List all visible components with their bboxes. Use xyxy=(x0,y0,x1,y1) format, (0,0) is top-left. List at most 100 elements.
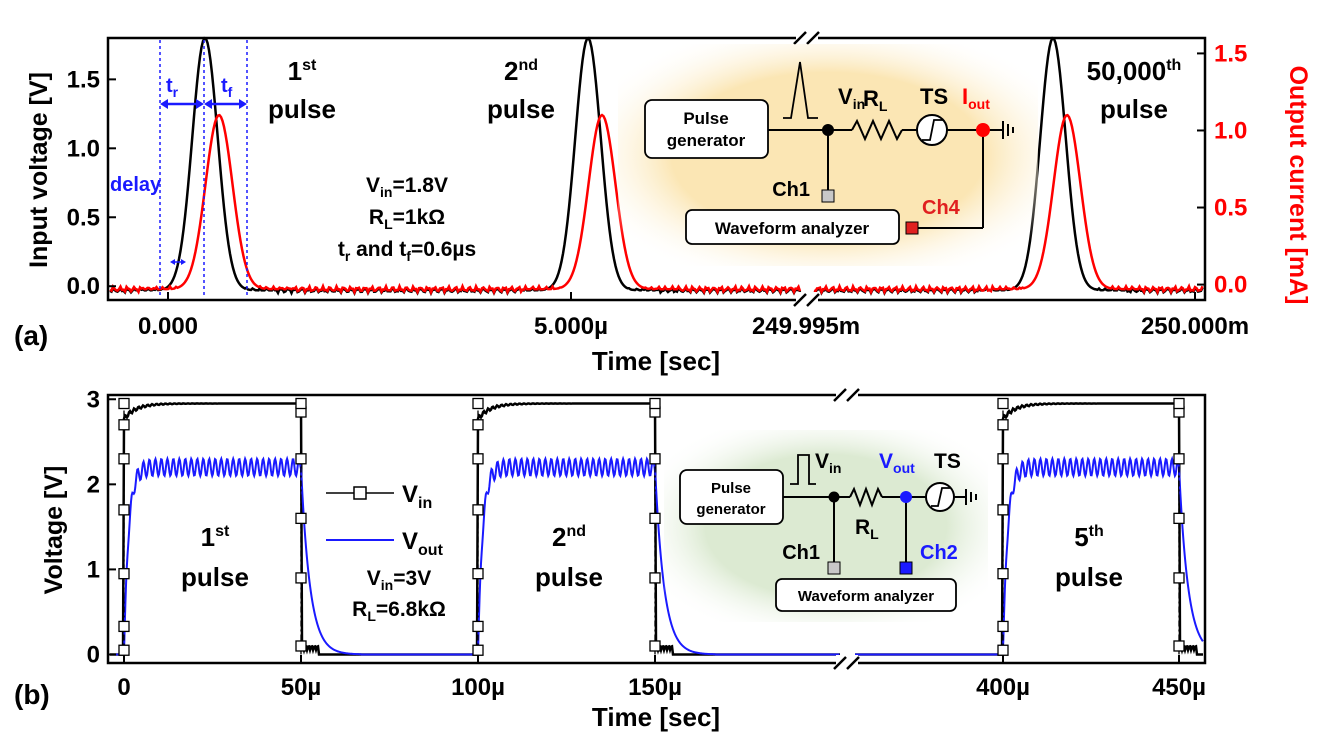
pulse-symbol xyxy=(783,61,818,119)
output-current-trace xyxy=(109,113,802,296)
panel-b-label: (b) xyxy=(14,679,50,710)
vin-marker xyxy=(1173,453,1185,465)
fall-time-label: tf xyxy=(221,75,233,100)
pulse-generator-b-label-1: Pulse xyxy=(711,480,751,497)
panel-b-axis-break-bottom xyxy=(833,655,860,671)
pulse-label-b-1: 1st pulse xyxy=(181,522,249,592)
rl-label: RL xyxy=(863,86,888,114)
vin-marker xyxy=(118,453,130,465)
pulse-generator-label-2: generator xyxy=(667,131,746,150)
pulse-label-b-2: 2nd pulse xyxy=(535,522,603,592)
ch4-probe xyxy=(905,221,919,235)
vout-node xyxy=(900,491,912,503)
rise-fall-arrows xyxy=(160,99,247,265)
panel-a-axis-break-top xyxy=(793,30,820,46)
panel-b-legend: Vin Vout xyxy=(326,481,444,559)
rise-time-label: tr xyxy=(166,75,179,100)
legend-vin-marker xyxy=(353,486,367,500)
ch4-label: Ch4 xyxy=(922,197,961,219)
panel-a-params: Vin=1.8V RL=1kΩ tr and tf=0.6µs xyxy=(338,174,476,264)
vin-marker xyxy=(1173,572,1185,584)
vin-label-b: Vin xyxy=(815,450,841,476)
pulse-label-a-1: 1st pulse xyxy=(268,56,336,124)
x-tick-label: 0 xyxy=(117,674,130,701)
panel-b-axis-break-top xyxy=(833,387,860,403)
ch1-probe xyxy=(821,189,835,203)
x-tick-label: 100µ xyxy=(451,674,505,701)
pulse-label-b-3: 5th pulse xyxy=(1055,522,1123,592)
y2-tick-label: 1.5 xyxy=(1214,40,1247,67)
iout-node xyxy=(976,123,990,137)
vin-marker xyxy=(295,453,307,465)
vin-marker xyxy=(649,453,661,465)
panel-a-frame xyxy=(106,36,1207,302)
vin-marker xyxy=(118,644,130,656)
vin-node-b xyxy=(828,491,840,503)
x-tick-label: 5.000µ xyxy=(534,313,608,340)
legend-vout-label: Vout xyxy=(402,528,444,559)
svg-text:pulse: pulse xyxy=(181,562,249,592)
vin-marker xyxy=(997,644,1009,656)
timing-guides xyxy=(159,40,248,298)
vin-marker xyxy=(118,419,130,431)
svg-text:Vin=1.8V: Vin=1.8V xyxy=(366,174,448,200)
y-tick-label: 0.5 xyxy=(67,204,100,231)
vin-marker xyxy=(118,397,130,410)
vin-marker xyxy=(1173,640,1185,652)
x-tick-label: 400µ xyxy=(976,674,1030,701)
vin-marker xyxy=(472,504,484,516)
ch2-probe xyxy=(899,561,913,575)
vin-marker xyxy=(649,397,661,410)
circuit-inset-b: Pulse generator Waveform ana xyxy=(664,430,988,622)
pulse-generator-b-label-2: generator xyxy=(696,501,765,518)
panel-b-traces xyxy=(110,397,1204,656)
y2-tick-label: 0.0 xyxy=(1214,272,1247,299)
y-tick-label: 1.0 xyxy=(67,135,100,162)
svg-text:RL=1kΩ: RL=1kΩ xyxy=(369,206,445,232)
y2-tick-label: 1.0 xyxy=(1214,117,1247,144)
svg-text:1st: 1st xyxy=(201,522,230,552)
x-tick-label: 450µ xyxy=(1152,674,1206,701)
panel-b-frame xyxy=(106,393,1207,665)
vin-marker xyxy=(295,397,307,410)
panel-a-axes: 0.0 0.5 1.0 1.5 0.0 0.5 1.0 1.5 0.000 5.000µ 249.9… xyxy=(67,40,1249,340)
ch1-label-b: Ch1 xyxy=(782,542,820,564)
vin-marker xyxy=(118,568,130,580)
vin-marker xyxy=(472,568,484,580)
panel-a-traces xyxy=(109,36,1204,297)
panel-b-axes: 0 1 2 3 0 50µ 100µ 150µ 400µ 450µ xyxy=(87,386,1206,701)
ts-label-b: TS xyxy=(934,450,961,473)
vin-marker xyxy=(997,568,1009,580)
panel-a-x-axis-title: Time [sec] xyxy=(592,346,720,376)
panel-b-y-axis-title: Voltage [V] xyxy=(40,466,68,595)
vin-marker xyxy=(472,620,484,633)
pulse-generator-label-1: Pulse xyxy=(683,109,728,128)
y-tick-label: 2 xyxy=(87,471,100,498)
vin-marker xyxy=(295,512,307,525)
vout-trace xyxy=(855,455,1204,656)
vin-marker xyxy=(997,504,1009,516)
y-tick-label: 3 xyxy=(87,386,100,413)
x-tick-label: 249.995m xyxy=(752,313,860,340)
x-tick-label: 50µ xyxy=(281,674,322,701)
panel-a-label: (a) xyxy=(14,320,48,351)
circuit-inset-a: Pulse generator xyxy=(618,44,1038,266)
y-tick-label: 0.0 xyxy=(67,273,100,300)
svg-text:50,000th: 50,000th xyxy=(1087,56,1182,86)
svg-text:tr and tf=0.6µs: tr and tf=0.6µs xyxy=(338,238,476,264)
pulse-label-a-2: 2nd pulse xyxy=(487,56,555,124)
ch1-label: Ch1 xyxy=(772,179,810,201)
vin-label: Vin xyxy=(838,84,865,112)
ch1-probe-b xyxy=(827,561,841,575)
vin-marker xyxy=(472,419,484,431)
waveform-analyzer-b-label: Waveform analyzer xyxy=(798,588,934,605)
vin-marker xyxy=(997,453,1009,465)
svg-text:2nd: 2nd xyxy=(552,522,586,552)
vin-marker xyxy=(472,453,484,465)
vin-marker xyxy=(472,397,484,410)
panel-b-x-axis-title: Time [sec] xyxy=(592,702,720,732)
waveform-analyzer-box-b xyxy=(775,578,957,612)
svg-text:pulse: pulse xyxy=(268,94,336,124)
